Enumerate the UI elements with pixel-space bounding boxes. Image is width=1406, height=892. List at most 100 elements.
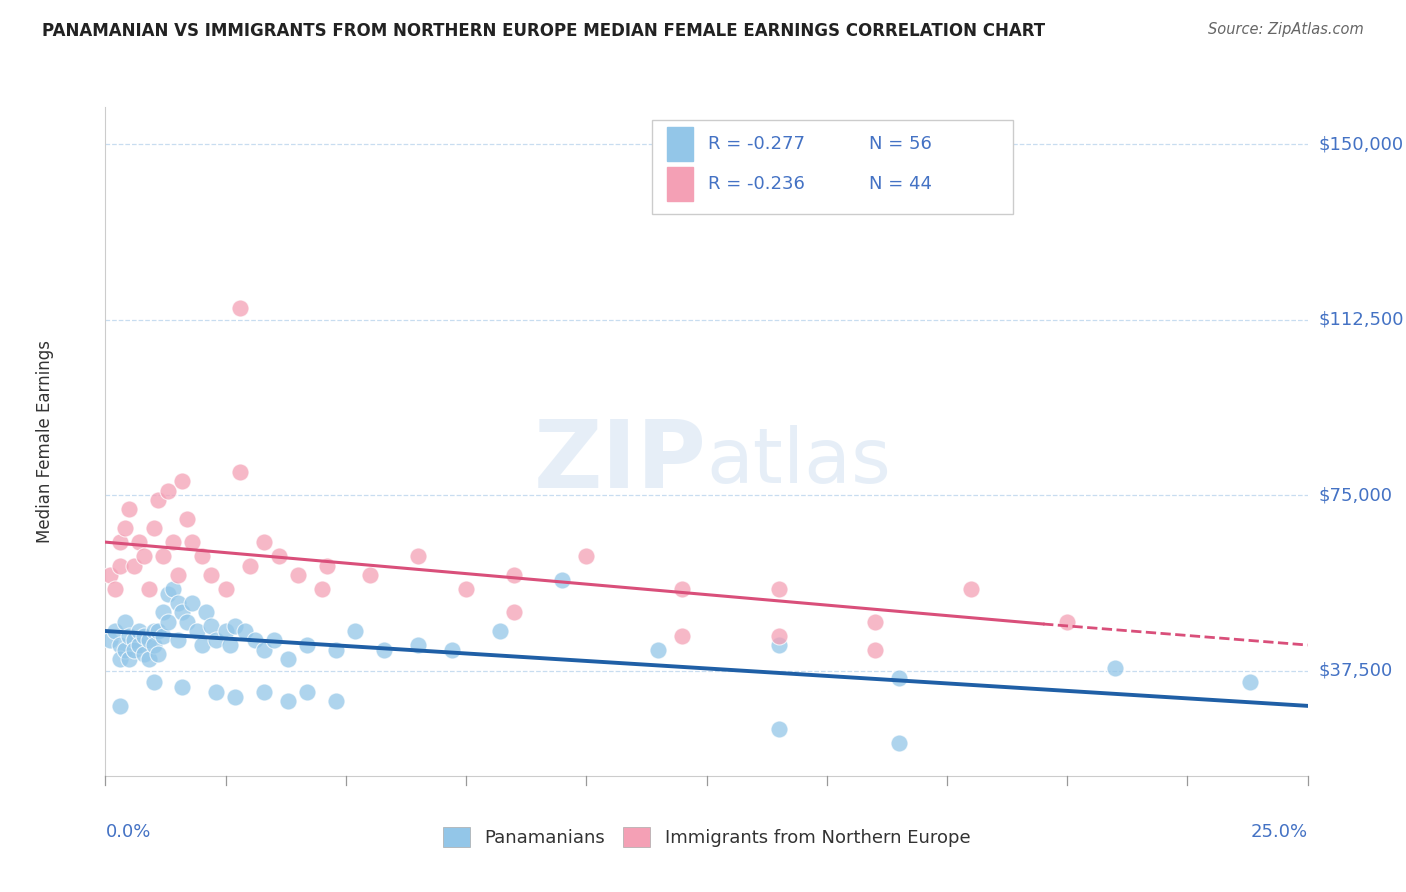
Point	[224, 619, 246, 633]
Text: Median Female Earnings: Median Female Earnings	[37, 340, 55, 543]
Text: $150,000: $150,000	[1319, 136, 1403, 153]
Point	[176, 615, 198, 629]
Point	[229, 465, 252, 479]
Text: N = 44: N = 44	[869, 175, 932, 193]
Text: R = -0.277: R = -0.277	[707, 135, 804, 153]
Point	[104, 582, 127, 596]
Point	[229, 301, 252, 316]
Point	[176, 512, 198, 526]
Point	[1104, 661, 1126, 675]
Point	[181, 596, 204, 610]
Bar	[666, 167, 693, 201]
Point	[108, 698, 131, 713]
Legend: Panamanians, Immigrants from Northern Europe: Panamanians, Immigrants from Northern Eu…	[436, 820, 977, 854]
Point	[172, 605, 194, 619]
Point	[406, 549, 429, 563]
Point	[124, 558, 146, 573]
Point	[200, 567, 222, 582]
Text: ZIP: ZIP	[534, 416, 707, 508]
Point	[142, 521, 165, 535]
Point	[233, 624, 256, 638]
Point	[142, 675, 165, 690]
Point	[503, 567, 526, 582]
Point	[138, 652, 160, 666]
Point	[440, 642, 463, 657]
Point	[277, 694, 299, 708]
Text: $37,500: $37,500	[1319, 662, 1393, 680]
Point	[132, 648, 155, 662]
Point	[205, 685, 228, 699]
Point	[128, 624, 150, 638]
Point	[132, 549, 155, 563]
Point	[114, 521, 136, 535]
Point	[166, 596, 188, 610]
Point	[148, 493, 170, 508]
Point	[960, 582, 983, 596]
Point	[166, 567, 188, 582]
Text: R = -0.236: R = -0.236	[707, 175, 804, 193]
Point	[647, 642, 669, 657]
Point	[311, 582, 333, 596]
Point	[239, 558, 262, 573]
Point	[253, 642, 276, 657]
Point	[1239, 675, 1261, 690]
Text: N = 56: N = 56	[869, 135, 932, 153]
Point	[142, 624, 165, 638]
Point	[503, 605, 526, 619]
Point	[118, 629, 141, 643]
Point	[887, 736, 910, 750]
Point	[108, 652, 131, 666]
Point	[224, 690, 246, 704]
Point	[128, 638, 150, 652]
Point	[768, 582, 790, 596]
Point	[124, 633, 146, 648]
Point	[671, 629, 693, 643]
Point	[156, 586, 179, 600]
Point	[162, 582, 184, 596]
Point	[138, 633, 160, 648]
Point	[575, 549, 598, 563]
Point	[768, 629, 790, 643]
Point	[172, 475, 194, 489]
Point	[253, 535, 276, 549]
Point	[551, 573, 574, 587]
Point	[108, 638, 131, 652]
Point	[181, 535, 204, 549]
Point	[359, 567, 381, 582]
Point	[325, 694, 347, 708]
Point	[172, 680, 194, 694]
Point	[108, 535, 131, 549]
Point	[344, 624, 367, 638]
Point	[205, 633, 228, 648]
Point	[297, 685, 319, 699]
Point	[142, 638, 165, 652]
Point	[863, 615, 886, 629]
Point	[887, 671, 910, 685]
Point	[267, 549, 290, 563]
Point	[114, 615, 136, 629]
Text: $75,000: $75,000	[1319, 486, 1393, 504]
Point	[325, 642, 347, 657]
Point	[152, 629, 174, 643]
Text: 25.0%: 25.0%	[1250, 822, 1308, 841]
Point	[138, 582, 160, 596]
Point	[214, 624, 236, 638]
Point	[297, 638, 319, 652]
Text: Source: ZipAtlas.com: Source: ZipAtlas.com	[1208, 22, 1364, 37]
Point	[104, 624, 127, 638]
Point	[287, 567, 309, 582]
Point	[406, 638, 429, 652]
Point	[148, 624, 170, 638]
Point	[768, 638, 790, 652]
Point	[118, 502, 141, 516]
Point	[315, 558, 337, 573]
Point	[114, 642, 136, 657]
Point	[124, 642, 146, 657]
Point	[195, 605, 218, 619]
Point	[219, 638, 242, 652]
Point	[118, 652, 141, 666]
Point	[253, 685, 276, 699]
Point	[156, 483, 179, 498]
Text: atlas: atlas	[707, 425, 891, 499]
Point	[373, 642, 395, 657]
